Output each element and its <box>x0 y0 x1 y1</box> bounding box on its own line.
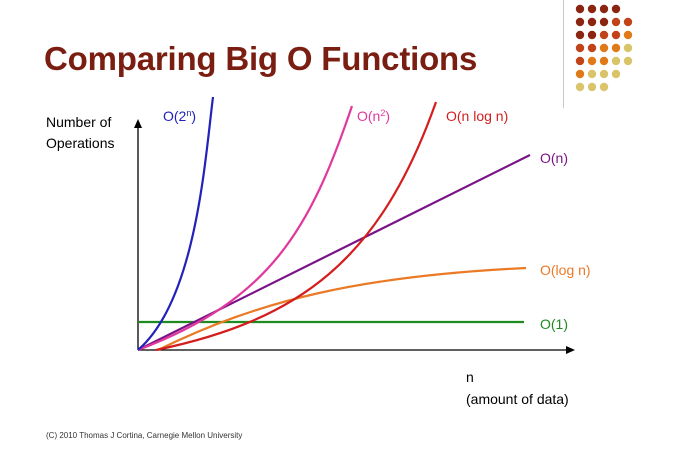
y-axis-label-line1: Number of <box>46 114 111 130</box>
x-axis-label-line2: (amount of data) <box>466 391 569 407</box>
decorative-dot <box>587 4 597 14</box>
decorative-dot <box>575 82 585 92</box>
label-o-log-n: O(log n) <box>540 262 591 278</box>
decorative-dot <box>587 17 597 27</box>
decorative-dot-grid <box>575 4 633 92</box>
decorative-dot <box>611 69 621 79</box>
x-axis-label-line1: n <box>466 369 474 385</box>
decorative-dot <box>599 43 609 53</box>
decorative-dot <box>587 82 597 92</box>
decorative-dot <box>575 56 585 66</box>
copyright-footer: (C) 2010 Thomas J Cortina, Carnegie Mell… <box>46 431 243 440</box>
curve-o-n-squared <box>137 105 354 352</box>
decorative-dot <box>599 30 609 40</box>
decorative-dot <box>611 56 621 66</box>
label-o-n: O(n) <box>540 150 568 166</box>
decorative-dot <box>587 56 597 66</box>
decorative-dot <box>611 17 621 27</box>
decorative-dot <box>623 56 633 66</box>
decorative-dot <box>587 69 597 79</box>
curve-o-2-to-n <box>137 96 215 351</box>
decorative-dot <box>623 43 633 53</box>
decorative-dot <box>599 17 609 27</box>
decorative-dot <box>611 43 621 53</box>
decorative-dot <box>575 43 585 53</box>
x-axis-arrow <box>566 346 575 354</box>
label-o-n-squared: O(n2) <box>357 108 390 124</box>
decorative-dot <box>575 17 585 27</box>
label-o-2-to-n: O(2n) <box>163 108 196 124</box>
decorative-dot <box>599 4 609 14</box>
curve-o-log-n <box>157 266 527 351</box>
decorative-dot <box>599 82 609 92</box>
curve-o-n-log-n <box>155 101 438 352</box>
y-axis-label-line2: Operations <box>46 135 114 151</box>
decorative-dot <box>575 30 585 40</box>
label-o-1: O(1) <box>540 316 568 332</box>
divider-line <box>563 0 564 108</box>
label-o-n-log-n: O(n log n) <box>446 108 508 124</box>
decorative-dot <box>611 4 621 14</box>
decorative-dot <box>623 17 633 27</box>
y-axis-arrow <box>134 119 142 128</box>
decorative-dot <box>587 30 597 40</box>
decorative-dot <box>599 56 609 66</box>
decorative-dot <box>623 30 633 40</box>
slide-title: Comparing Big O Functions <box>44 40 478 77</box>
decorative-dot <box>611 30 621 40</box>
curve-o-n <box>137 154 531 351</box>
decorative-dot <box>587 43 597 53</box>
decorative-dot <box>575 69 585 79</box>
decorative-dot <box>599 69 609 79</box>
decorative-dot <box>575 4 585 14</box>
